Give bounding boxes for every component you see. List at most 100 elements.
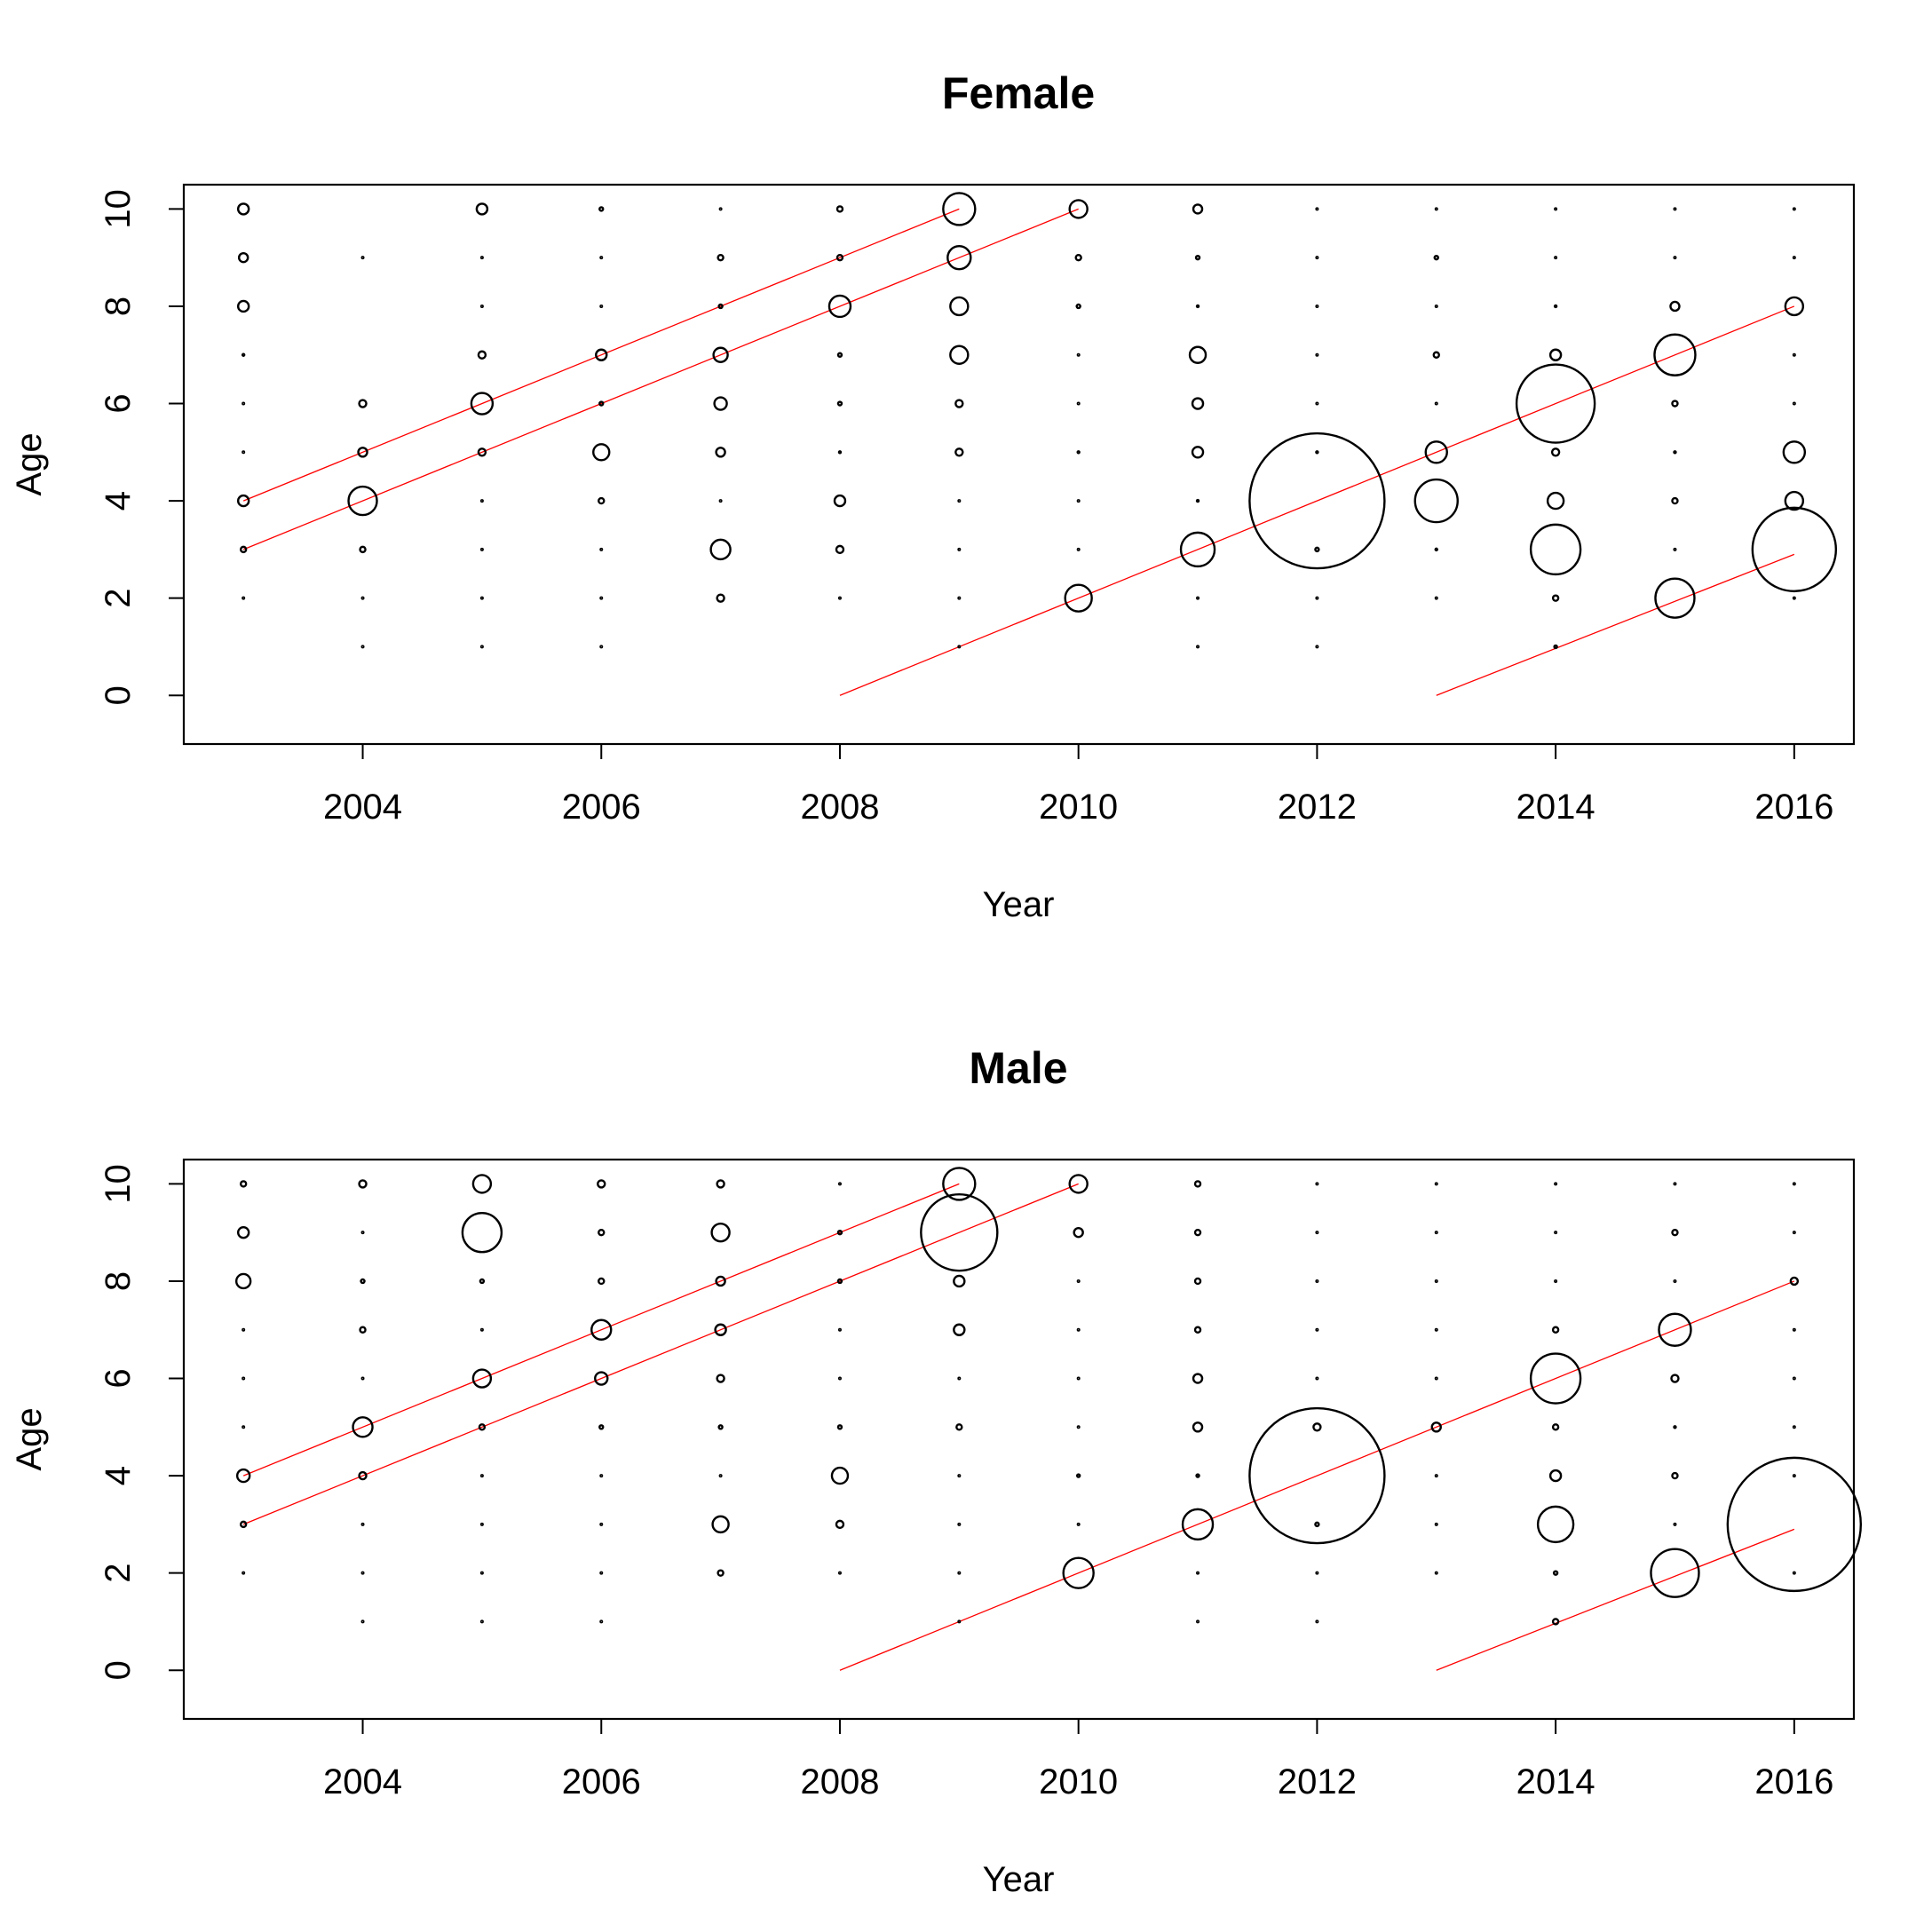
data-point bbox=[1529, 523, 1582, 576]
data-point bbox=[1191, 397, 1205, 410]
data-point bbox=[1653, 333, 1697, 376]
data-point bbox=[1432, 351, 1440, 359]
y-tick-label: 8 bbox=[99, 297, 138, 316]
data-point bbox=[471, 1368, 493, 1389]
data-point bbox=[236, 494, 250, 508]
x-tick-label: 2006 bbox=[562, 1762, 641, 1801]
y-axis-ticks: 0 2 4 6 8 10 bbox=[99, 1164, 184, 1680]
data-point bbox=[1792, 596, 1796, 600]
data-point bbox=[352, 1416, 374, 1438]
data-point bbox=[1792, 1425, 1796, 1429]
data-point bbox=[1673, 1522, 1677, 1526]
data-point bbox=[1315, 401, 1319, 406]
data-point bbox=[479, 547, 484, 551]
data-point bbox=[1673, 256, 1677, 260]
data-point bbox=[835, 205, 844, 213]
x-tick-label: 2012 bbox=[1278, 788, 1357, 827]
data-point bbox=[1075, 303, 1081, 310]
panel-title: Male bbox=[969, 1043, 1067, 1093]
data-point bbox=[239, 1180, 248, 1188]
data-point bbox=[715, 447, 726, 458]
y-tick-label: 4 bbox=[99, 1466, 138, 1485]
data-point bbox=[710, 1222, 731, 1243]
data-point bbox=[1315, 352, 1319, 357]
data-point bbox=[358, 1470, 368, 1481]
data-point bbox=[718, 499, 723, 503]
data-point bbox=[949, 296, 970, 317]
data-point bbox=[1179, 531, 1216, 568]
data-point bbox=[1315, 1231, 1319, 1235]
data-point bbox=[1554, 1231, 1558, 1235]
data-point bbox=[360, 1571, 365, 1575]
data-point bbox=[1191, 446, 1205, 459]
data-point bbox=[717, 1569, 724, 1577]
data-point bbox=[479, 1571, 484, 1575]
data-point bbox=[237, 251, 249, 264]
data-point bbox=[1193, 1326, 1202, 1334]
data-point bbox=[479, 645, 484, 649]
data-point bbox=[1515, 363, 1596, 444]
data-point bbox=[836, 400, 843, 407]
data-point bbox=[837, 1182, 842, 1186]
data-point bbox=[1181, 1508, 1215, 1541]
data-point bbox=[1413, 478, 1459, 524]
data-point bbox=[1076, 1327, 1081, 1332]
data-point bbox=[1076, 1279, 1081, 1283]
data-point bbox=[598, 1277, 606, 1286]
data-point bbox=[599, 547, 604, 551]
data-point bbox=[1196, 1571, 1200, 1575]
cohort-line bbox=[242, 1183, 960, 1477]
data-point bbox=[1062, 1556, 1095, 1589]
data-point bbox=[1673, 1182, 1677, 1186]
data-point bbox=[479, 596, 484, 600]
data-point bbox=[1073, 1226, 1084, 1239]
data-point bbox=[1789, 1276, 1800, 1287]
data-point bbox=[942, 192, 977, 226]
data-point bbox=[471, 1174, 493, 1194]
data-point bbox=[242, 596, 246, 600]
x-tick-label: 2004 bbox=[323, 788, 402, 827]
data-point bbox=[830, 1466, 850, 1485]
data-point bbox=[592, 443, 611, 462]
data-point bbox=[953, 1323, 966, 1336]
data-point bbox=[242, 1327, 246, 1332]
data-point bbox=[1196, 596, 1200, 600]
data-point bbox=[1673, 207, 1677, 211]
data-point bbox=[357, 447, 368, 458]
data-point bbox=[1551, 1618, 1560, 1626]
data-point bbox=[1782, 440, 1807, 464]
x-tick-label: 2006 bbox=[562, 788, 641, 827]
data-point bbox=[1434, 1327, 1438, 1332]
y-tick-label: 2 bbox=[99, 1564, 138, 1583]
panel-male: Male 2004 2006 2008 2010 2012 2014 2016 0 2 4 6 8 1… bbox=[10, 1043, 1863, 1899]
data-point bbox=[479, 304, 484, 308]
data-point bbox=[1548, 348, 1563, 361]
data-point bbox=[347, 485, 378, 517]
data-point bbox=[1193, 1277, 1202, 1286]
data-point bbox=[360, 596, 365, 600]
data-point bbox=[1434, 596, 1438, 600]
data-point bbox=[1726, 1456, 1863, 1593]
data-point bbox=[1434, 1231, 1438, 1235]
data-point bbox=[1670, 1374, 1680, 1383]
data-point bbox=[957, 1522, 962, 1526]
data-point bbox=[477, 447, 487, 457]
data-point bbox=[1193, 1228, 1202, 1237]
data-point bbox=[1792, 256, 1796, 260]
data-point bbox=[1671, 496, 1679, 505]
data-point bbox=[242, 1425, 246, 1429]
x-tick-label: 2016 bbox=[1754, 1762, 1833, 1801]
data-point bbox=[716, 1179, 725, 1189]
data-point bbox=[1434, 401, 1438, 406]
cohort-line bbox=[1436, 553, 1795, 696]
data-point bbox=[360, 1522, 365, 1526]
data-point bbox=[236, 299, 250, 313]
data-point bbox=[358, 399, 368, 408]
data-point bbox=[717, 1424, 724, 1430]
data-point bbox=[479, 1522, 484, 1526]
data-point bbox=[1192, 203, 1204, 215]
data-point bbox=[598, 1228, 606, 1237]
y-tick-label: 10 bbox=[99, 189, 138, 228]
data-point bbox=[1315, 1327, 1319, 1332]
data-point bbox=[236, 1225, 250, 1239]
